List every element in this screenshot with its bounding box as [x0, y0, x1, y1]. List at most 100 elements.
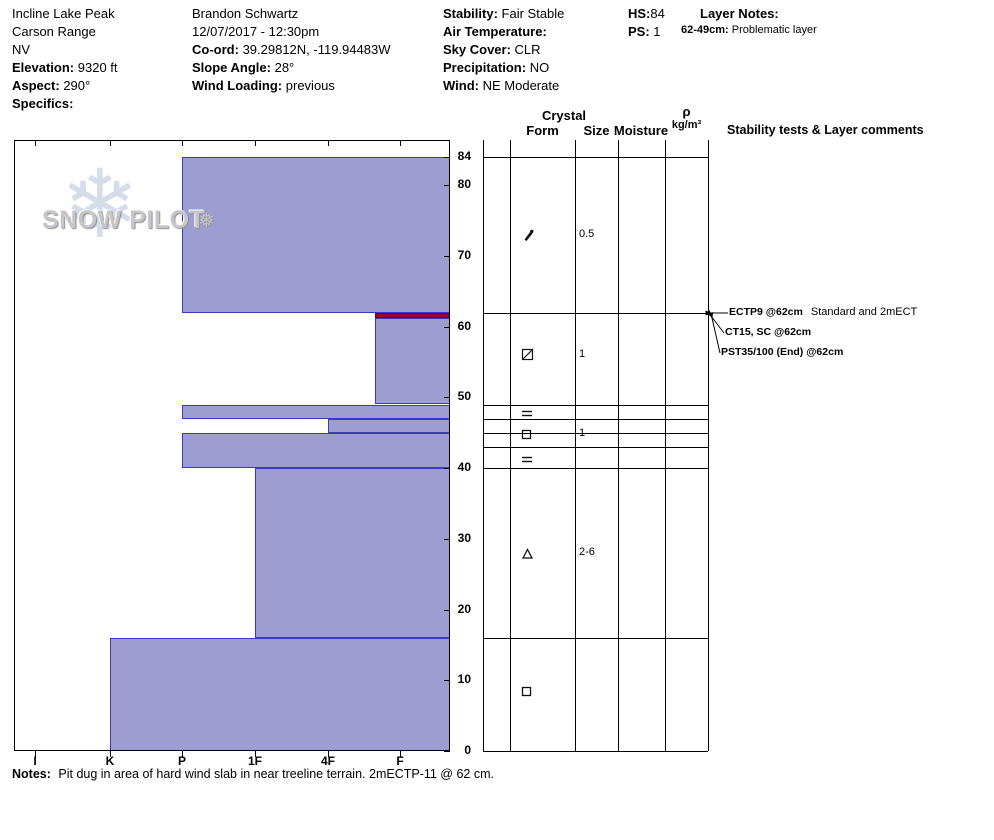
decomposing-fragments-icon: [521, 228, 537, 243]
precipitation: Precipitation: NO: [443, 59, 625, 77]
air-temp-label: Air Temperature:: [443, 24, 547, 39]
hardness-axis-tick: [400, 751, 401, 757]
watermark-text: SNOW PILOT: [42, 206, 206, 234]
ice-layer-icon: [521, 451, 537, 466]
crystal-size-value: 0.5: [579, 227, 595, 240]
depth-axis-tick: [444, 538, 450, 540]
snow-layer-bar: [182, 404, 450, 419]
site-specifics: Specifics:: [12, 95, 188, 113]
crystal-size-value: 2-6: [579, 546, 595, 558]
snow-layer-bar: [255, 468, 450, 638]
depth-axis-label: 0: [464, 743, 471, 757]
hardness-axis-label: 1F: [247, 754, 262, 768]
slope-angle-label: Slope Angle:: [192, 60, 271, 75]
sky-cover-value: CLR: [514, 42, 541, 57]
site-elevation: Elevation: 9320 ft: [12, 59, 188, 77]
coord-value: 39.29812N, -119.94483W: [242, 42, 391, 57]
site-info: Incline Lake Peak Carson Range NV Elevat…: [12, 5, 188, 113]
form-column-header: Form: [526, 123, 559, 138]
precipitation-label: Precipitation:: [443, 60, 527, 75]
stability-test-label: PST35/100 (End) @62cm: [721, 345, 844, 358]
faceted-crystals-icon: [521, 427, 537, 442]
observation-datetime: 12/07/2017 - 12:30pm: [192, 24, 320, 39]
rounding-facets-icon: [521, 348, 537, 363]
elevation-value: 9320 ft: [77, 60, 118, 75]
panel-row-line: [483, 157, 708, 158]
panel-column-line: [618, 140, 619, 751]
depth-axis-tick: [444, 397, 450, 399]
snow-layer-bar: [375, 318, 450, 405]
comments-column-header: Stability tests & Layer comments: [727, 123, 924, 137]
panel-column-line: [483, 140, 484, 751]
coord-label: Co-ord:: [192, 42, 239, 57]
hardness-axis-tick: [110, 140, 111, 146]
panel-column-line: [575, 140, 576, 751]
depth-axis-tick: [444, 157, 450, 158]
hardness-axis-label: I: [33, 754, 37, 768]
stability-test-arrows: [700, 300, 734, 362]
site-name: Incline Lake Peak: [12, 6, 115, 21]
depth-axis-label: 40: [457, 460, 471, 475]
panel-column-line: [708, 140, 709, 751]
wind-loading-label: Wind Loading:: [192, 78, 283, 93]
layer-note-entry: 62-49cm: Problematic layer: [681, 23, 981, 37]
depth-axis-tick: [444, 609, 450, 611]
stability-test-label: ECTP9 @62cm: [729, 305, 803, 318]
depth-axis-label: 50: [457, 389, 471, 404]
pit-serial: PS: 1: [628, 23, 690, 41]
layer-note-range: 62-49cm:: [681, 24, 729, 36]
panel-row-line: [483, 751, 708, 752]
snow-layer-bar: [182, 157, 450, 313]
depth-axis-tick: [444, 326, 450, 328]
hardness-axis-tick: [182, 751, 183, 757]
depth-axis-tick: [444, 256, 450, 257]
layer-notes-title: Layer Notes:: [700, 6, 779, 21]
aspect-value: 290°: [63, 78, 91, 93]
depth-axis-label: 70: [457, 248, 471, 262]
stability-test-note: CT15, SC @62cm: [725, 326, 811, 338]
hs-value: 84: [650, 6, 665, 21]
stability-test-comment: Standard and 2mECT: [810, 305, 918, 318]
depth-axis-tick: [444, 468, 450, 470]
depth-axis-label: 60: [457, 318, 471, 333]
hardness-axis-label: P: [177, 754, 186, 768]
specifics-label: Specifics:: [12, 96, 74, 111]
wind-label: Wind:: [443, 78, 479, 93]
ice-layer-icon: [521, 405, 537, 420]
layer-notes: Layer Notes: 62-49cm: Problematic layer: [681, 5, 981, 37]
wind-loading-value: previous: [285, 78, 335, 93]
panel-row-line: [483, 468, 708, 470]
notes-text: Pit dug in area of hard wind slab in nea…: [58, 767, 494, 781]
snow-layer-bar: [110, 637, 450, 751]
hardness-axis-tick: [35, 751, 36, 757]
hardness-axis-tick: [35, 140, 36, 146]
hardness-axis-label: 4F: [320, 754, 335, 768]
wind-value: NE Moderate: [482, 78, 560, 93]
wind-loading: Wind Loading: previous: [192, 77, 440, 95]
panel-row-line: [483, 637, 708, 639]
slope-angle-value: 28°: [274, 60, 295, 75]
crystal-column-header: Crystal: [541, 108, 587, 123]
slope-angle: Slope Angle: 28°: [192, 59, 440, 77]
hardness-axis-tick: [255, 751, 256, 757]
stability-test-note: ECTP9 @62cm Standard and 2mECT: [729, 306, 917, 318]
depth-hoar-icon: [521, 546, 537, 561]
stability-test-label: CT15, SC @62cm: [725, 325, 812, 338]
panel-row-line: [483, 404, 708, 406]
snow-layer-bar: [328, 418, 450, 433]
panel-column-line: [665, 140, 666, 751]
panel-row-line: [483, 418, 708, 420]
coordinates: Co-ord: 39.29812N, -119.94483W: [192, 41, 440, 59]
crystal-size-value: 1: [579, 348, 586, 360]
depth-axis-tick: [444, 185, 450, 187]
sky-cover-label: Sky Cover:: [443, 42, 511, 57]
site-aspect: Aspect: 290°: [12, 77, 188, 95]
ps-value: 1: [653, 24, 661, 39]
height-of-snow: HS:84: [628, 5, 690, 23]
elevation-label: Elevation:: [12, 60, 75, 75]
hardness-axis-tick: [110, 751, 111, 757]
layer-note-text: Problematic layer: [731, 24, 817, 36]
depth-axis-tick: [444, 680, 450, 682]
ps-label: PS:: [628, 24, 650, 39]
sky-cover: Sky Cover: CLR: [443, 41, 625, 59]
